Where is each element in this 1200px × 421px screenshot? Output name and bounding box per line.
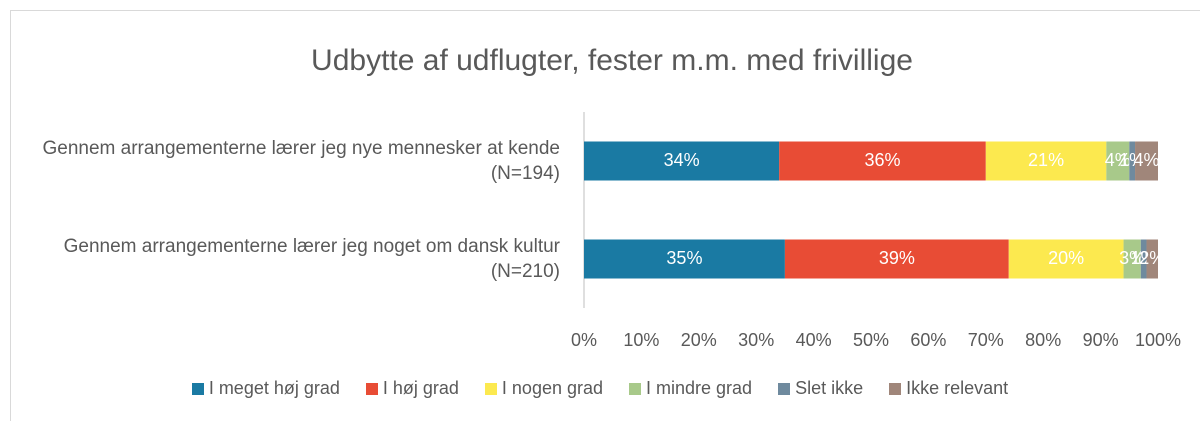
- x-tick-label: 30%: [738, 330, 774, 350]
- data-label: 2%: [1139, 248, 1165, 268]
- legend-item: I nogen grad: [484, 378, 604, 399]
- chart-border: [10, 10, 1200, 421]
- legend-item: Slet ikke: [778, 378, 863, 399]
- bar-segment: [1106, 141, 1130, 181]
- legend-item: I mindre grad: [629, 378, 752, 399]
- x-tick-label: 20%: [681, 330, 717, 350]
- data-label: 36%: [864, 150, 900, 170]
- x-tick-label: 90%: [1083, 330, 1119, 350]
- bar-segment: [1008, 239, 1124, 279]
- bar-segment: [985, 141, 1107, 181]
- legend-swatch: [778, 382, 791, 395]
- x-tick-label: 50%: [853, 330, 889, 350]
- data-label: 4%: [1105, 150, 1131, 170]
- bar-segment: [584, 239, 785, 279]
- bar-segment: [1146, 239, 1158, 279]
- legend-swatch: [191, 382, 204, 395]
- legend-label: I høj grad: [382, 378, 459, 398]
- legend-label: Ikke relevant: [906, 378, 1009, 398]
- legend-item: Ikke relevant: [889, 378, 1008, 399]
- chart-title: Udbytte af udflugter, fester m.m. med fr…: [311, 44, 913, 77]
- x-tick-label: 70%: [968, 330, 1004, 350]
- x-tick-label: 40%: [796, 330, 832, 350]
- data-label: 21%: [1028, 150, 1064, 170]
- bar-segment: [784, 239, 1009, 279]
- x-tick-label: 100%: [1135, 330, 1181, 350]
- bar-segment: [1129, 141, 1136, 181]
- bar-segment: [1135, 141, 1158, 181]
- bar-segment: [1140, 239, 1147, 279]
- data-label: 34%: [664, 150, 700, 170]
- y-tick-label: Gennem arrangementerne lærer jeg noget o…: [63, 236, 560, 282]
- legend-label: Slet ikke: [795, 378, 864, 398]
- legend-label: I meget høj grad: [208, 378, 340, 398]
- x-tick-label: 60%: [910, 330, 946, 350]
- bar-segment: [779, 141, 986, 181]
- data-label: 4%: [1134, 150, 1160, 170]
- data-label: 39%: [879, 248, 915, 268]
- data-label: 35%: [666, 248, 702, 268]
- legend-swatch: [629, 382, 642, 395]
- bar-segment: [1123, 239, 1141, 279]
- legend-swatch: [484, 382, 497, 395]
- legend-label: I nogen grad: [501, 378, 604, 398]
- legend: I meget høj grad I høj grad I nogen grad I …: [0, 378, 1200, 399]
- legend-swatch: [889, 382, 902, 395]
- legend-label: I mindre grad: [646, 378, 753, 398]
- bar-segment: [584, 141, 780, 181]
- legend-swatch: [365, 382, 378, 395]
- x-tick-label: 80%: [1025, 330, 1061, 350]
- y-tick-label: Gennem arrangementerne lærer jeg nye men…: [42, 138, 560, 184]
- legend-item: I høj grad: [365, 378, 459, 399]
- x-tick-label: 0%: [571, 330, 597, 350]
- data-label: 3%: [1119, 248, 1145, 268]
- data-label: 20%: [1048, 248, 1084, 268]
- legend-item: I meget høj grad: [191, 378, 340, 399]
- x-tick-label: 10%: [623, 330, 659, 350]
